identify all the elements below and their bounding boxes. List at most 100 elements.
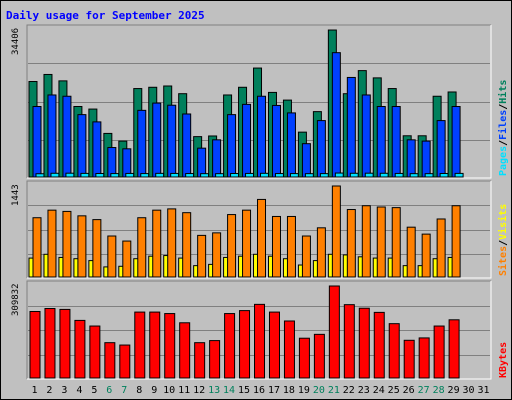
pages-bar-day-17 — [274, 173, 284, 178]
kbytes-bar-day-23 — [358, 307, 370, 379]
pages-bar-day-18 — [289, 173, 299, 178]
kbytes-bar-day-5 — [89, 325, 101, 379]
pages-bar-day-11 — [185, 173, 195, 178]
day-label-18: 18 — [283, 385, 295, 396]
files-bar-day-28 — [436, 120, 446, 178]
day-label-3: 3 — [61, 385, 67, 396]
legend-sep: / — [498, 140, 509, 146]
files-bar-day-25 — [391, 106, 401, 178]
files-bar-day-13 — [212, 139, 222, 178]
pages-bar-day-24 — [379, 172, 389, 178]
kbytes-bar-day-4 — [74, 319, 86, 379]
kbytes-bar-day-28 — [433, 325, 445, 379]
files-bar-day-19 — [301, 143, 311, 178]
files-bar-day-9 — [152, 102, 162, 178]
files-bar-day-24 — [376, 106, 386, 178]
sites-bar-day-20 — [316, 227, 326, 278]
day-label-11: 11 — [178, 385, 190, 396]
pages-bar-day-9 — [155, 172, 165, 178]
files-bar-day-5 — [92, 121, 102, 178]
legend-sep: / — [498, 104, 509, 110]
kbytes-bar-day-2 — [44, 308, 56, 379]
pages-bar-day-23 — [364, 172, 374, 178]
panel-bottom-shadow — [26, 280, 491, 379]
sites-bar-day-18 — [286, 215, 296, 278]
kbytes-bar-day-27 — [418, 337, 430, 379]
pages-bar-day-27 — [424, 173, 434, 178]
sites-bar-day-1 — [32, 217, 42, 278]
kbytes-bar-day-12 — [194, 342, 206, 379]
files-bar-day-20 — [316, 120, 326, 178]
files-bar-day-21 — [331, 52, 341, 178]
files-bar-day-16 — [257, 95, 267, 178]
pages-bar-day-3 — [65, 172, 75, 178]
legend-hits: Hits — [497, 80, 509, 104]
sites-bar-day-6 — [107, 235, 117, 278]
files-bar-day-1 — [32, 106, 42, 178]
kbytes-bar-day-19 — [298, 337, 310, 379]
day-label-7: 7 — [121, 385, 127, 396]
kbytes-bar-day-21 — [328, 285, 340, 379]
day-label-26: 26 — [403, 385, 415, 396]
panel-middle-shadow — [26, 180, 491, 278]
pages-bar-day-14 — [230, 173, 240, 178]
sites-bar-day-28 — [436, 218, 446, 278]
files-bar-day-3 — [62, 95, 72, 178]
pages-bar-day-4 — [80, 172, 90, 178]
sites-bar-day-15 — [242, 209, 252, 278]
sites-bar-day-17 — [271, 215, 281, 278]
pages-bar-day-22 — [349, 172, 359, 178]
top-max-label: 34406 — [11, 28, 21, 55]
pages-bar-day-7 — [125, 172, 135, 178]
kbytes-bar-day-8 — [134, 311, 146, 379]
day-label-23: 23 — [358, 385, 370, 396]
day-label-29: 29 — [448, 385, 460, 396]
kbytes-bar-day-10 — [164, 313, 176, 379]
pages-bar-day-15 — [245, 172, 255, 178]
pages-bar-day-16 — [260, 172, 270, 178]
sites-bar-day-26 — [406, 226, 416, 278]
day-label-17: 17 — [268, 385, 280, 396]
day-label-30: 30 — [463, 385, 475, 396]
day-label-1: 1 — [31, 385, 37, 396]
sites-bar-day-2 — [47, 209, 57, 278]
day-label-8: 8 — [136, 385, 142, 396]
files-bar-day-10 — [167, 104, 177, 178]
day-label-21: 21 — [328, 385, 340, 396]
kbytes-bar-day-25 — [388, 323, 400, 379]
kbytes-bar-day-7 — [119, 344, 131, 379]
day-label-24: 24 — [373, 385, 385, 396]
day-label-19: 19 — [298, 385, 310, 396]
files-bar-day-22 — [346, 76, 356, 178]
sites-bar-day-11 — [182, 212, 192, 278]
pages-bar-day-19 — [304, 173, 314, 178]
files-bar-day-15 — [242, 103, 252, 178]
files-bar-day-12 — [197, 147, 207, 178]
kbytes-bar-day-3 — [59, 308, 71, 379]
kbytes-bar-day-16 — [254, 303, 266, 379]
legend-sep: / — [498, 240, 509, 246]
files-bar-day-8 — [137, 109, 147, 178]
pages-bar-day-25 — [394, 172, 404, 178]
sites-bar-day-22 — [346, 209, 356, 278]
day-label-12: 12 — [193, 385, 205, 396]
chart-title: Daily usage for September 2025 — [6, 9, 205, 22]
kbytes-bar-day-29 — [448, 319, 460, 379]
files-bar-day-7 — [122, 148, 132, 178]
sites-bar-day-16 — [257, 198, 267, 278]
kbytes-bar-day-18 — [283, 320, 295, 379]
day-label-13: 13 — [208, 385, 220, 396]
kbytes-bar-day-26 — [403, 339, 415, 379]
panel-middle-highlight — [27, 181, 492, 279]
sites-bar-day-12 — [197, 234, 207, 278]
day-label-2: 2 — [46, 385, 52, 396]
day-label-31: 31 — [477, 385, 489, 396]
files-bar-day-11 — [182, 113, 192, 178]
pages-bar-day-10 — [170, 172, 180, 178]
files-bar-day-14 — [227, 114, 237, 178]
sites-bar-day-29 — [451, 205, 461, 278]
sites-bar-day-7 — [122, 240, 132, 278]
kbytes-bar-day-13 — [209, 340, 221, 379]
panel-top-shadow — [26, 24, 491, 178]
legend-middle: Sites/Visits — [497, 204, 509, 276]
